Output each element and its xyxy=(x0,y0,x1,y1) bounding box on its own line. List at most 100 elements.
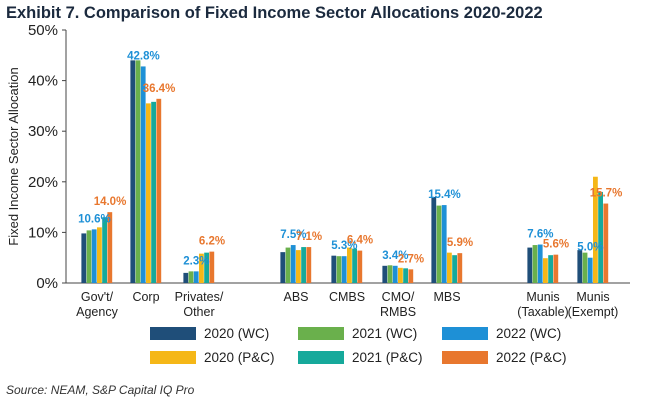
x-tick-label: Munis xyxy=(526,290,559,304)
legend-label-2022-pc: 2022 (P&C) xyxy=(496,350,567,365)
bar-2021-p-c--8 xyxy=(598,191,603,283)
data-label: 5.6% xyxy=(543,239,569,251)
x-tick-label: CMBS xyxy=(329,290,365,304)
legend-item-2021-wc: 2021 (WC) xyxy=(298,326,417,341)
x-tick-label: Corp xyxy=(132,290,159,304)
y-tick-label: 0% xyxy=(36,275,58,292)
bar-2021-p-c--6 xyxy=(452,255,457,283)
legend-swatch-2020-pc xyxy=(150,351,196,364)
legend-item-2020-pc: 2020 (P&C) xyxy=(150,350,275,365)
data-label: 6.2% xyxy=(199,236,225,248)
bar-2021-wc--0 xyxy=(86,230,92,283)
legend-item-2020-wc: 2020 (WC) xyxy=(150,326,269,341)
bar-2020-wc--3 xyxy=(280,252,286,283)
data-label: 5.9% xyxy=(447,237,473,249)
bar-2022-p-c--2 xyxy=(209,251,215,283)
y-axis-title: Fixed Income Sector Allocation xyxy=(6,67,21,245)
legend-item-2022-pc: 2022 (P&C) xyxy=(442,350,567,365)
bar-2022-p-c--7 xyxy=(553,254,559,283)
bar-2022-p-c--5 xyxy=(408,269,414,283)
bar-2020-p-c--2 xyxy=(199,253,204,283)
bar-2021-wc--2 xyxy=(188,271,194,283)
x-tick-label-line2: (Exempt) xyxy=(568,305,619,319)
legend-label-2021-wc: 2021 (WC) xyxy=(352,326,418,341)
data-label: 10.6% xyxy=(78,213,111,225)
bar-2022-p-c--1 xyxy=(156,98,162,283)
bar-2021-wc--1 xyxy=(135,60,141,283)
bar-2021-wc--4 xyxy=(336,256,342,283)
bar-2020-wc--4 xyxy=(331,255,337,283)
bar-2021-wc--8 xyxy=(582,252,588,283)
y-tick-label: 50% xyxy=(28,22,58,39)
bar-2022-p-c--4 xyxy=(357,250,363,283)
data-label: 7.1% xyxy=(296,231,322,243)
data-label: 14.0% xyxy=(94,196,127,208)
bar-2020-wc--7 xyxy=(527,247,533,283)
legend-label-2022-wc: 2022 (WC) xyxy=(496,326,562,341)
data-label: 15.4% xyxy=(428,189,461,201)
bar-2021-wc--5 xyxy=(387,265,393,283)
source-note: Source: NEAM, S&P Capital IQ Pro xyxy=(6,383,195,397)
bar-2022-p-c--6 xyxy=(457,253,463,283)
data-label: 7.6% xyxy=(527,229,553,241)
bar-2020-p-c--0 xyxy=(97,227,102,283)
data-label: 3.4% xyxy=(382,250,408,262)
bar-2022-wc--5 xyxy=(392,265,398,283)
bar-2022-wc--2 xyxy=(193,271,199,283)
bar-2022-p-c--0 xyxy=(107,212,113,283)
x-tick-label-line2: Other xyxy=(183,305,214,319)
bar-2022-wc--6 xyxy=(441,205,447,283)
bar-2020-wc--1 xyxy=(130,60,136,283)
bar-2020-wc--6 xyxy=(431,196,437,283)
bar-2021-p-c--5 xyxy=(403,268,408,283)
legend-label-2020-pc: 2020 (P&C) xyxy=(204,350,275,365)
bar-2022-p-c--3 xyxy=(306,247,312,283)
y-tick-label: 10% xyxy=(28,224,58,241)
legend-swatch-2022-wc xyxy=(442,327,488,340)
x-tick-label: ABS xyxy=(283,290,308,304)
bar-2020-wc--5 xyxy=(382,265,388,283)
legend-item-2021-pc: 2021 (P&C) xyxy=(298,350,423,365)
x-tick-label: Gov't/ xyxy=(81,290,114,304)
bar-2021-wc--7 xyxy=(532,245,538,283)
x-tick-label: Privates/ xyxy=(175,290,224,304)
bar-2020-p-c--5 xyxy=(398,267,403,283)
bar-2021-p-c--0 xyxy=(102,217,107,283)
legend-swatch-2022-pc xyxy=(442,351,488,364)
y-tick-label: 20% xyxy=(28,174,58,191)
bar-2021-p-c--4 xyxy=(352,248,357,283)
bar-2020-wc--0 xyxy=(81,233,87,283)
data-label: 2.3% xyxy=(183,255,209,267)
data-label: 42.8% xyxy=(127,50,160,62)
chart-title: Exhibit 7. Comparison of Fixed Income Se… xyxy=(6,4,543,22)
data-label: 36.4% xyxy=(143,83,176,95)
y-tick-label: 30% xyxy=(28,123,58,140)
bar-2020-p-c--4 xyxy=(347,247,352,283)
bar-2022-wc--3 xyxy=(290,245,296,283)
bar-2022-wc--0 xyxy=(91,229,97,283)
x-tick-label: MBS xyxy=(433,290,460,304)
bar-2022-p-c--8 xyxy=(603,203,609,283)
bar-2020-p-c--6 xyxy=(447,252,452,283)
x-tick-label: Munis xyxy=(576,290,609,304)
bar-2021-p-c--2 xyxy=(204,252,209,283)
y-tick-label: 40% xyxy=(28,73,58,90)
data-label: 2.7% xyxy=(398,253,424,265)
bar-2021-p-c--7 xyxy=(548,255,553,283)
x-tick-label-line2: RMBS xyxy=(380,305,416,319)
bar-2020-wc--8 xyxy=(577,250,583,283)
x-tick-label-line2: Agency xyxy=(76,305,118,319)
bar-2022-wc--8 xyxy=(587,257,593,283)
bar-2020-p-c--7 xyxy=(543,258,548,283)
bar-2021-p-c--1 xyxy=(151,101,156,284)
bar-2022-wc--1 xyxy=(140,66,146,283)
bar-2021-wc--3 xyxy=(285,247,291,283)
legend-label-2020-wc: 2020 (WC) xyxy=(204,326,270,341)
data-label: 6.4% xyxy=(347,235,373,247)
legend-swatch-2021-wc xyxy=(298,327,344,340)
data-label: 5.0% xyxy=(577,242,603,254)
bar-2021-wc--6 xyxy=(436,205,442,283)
data-label: 15.7% xyxy=(590,188,623,200)
x-tick-label: CMO/ xyxy=(382,290,415,304)
bar-2022-wc--7 xyxy=(537,244,543,283)
